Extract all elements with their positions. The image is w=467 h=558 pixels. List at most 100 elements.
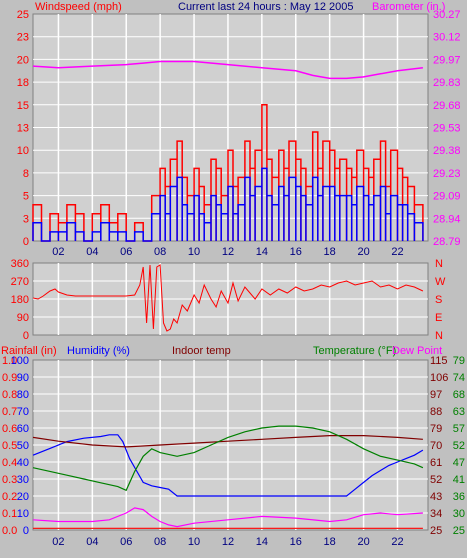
wind-panel-y-axis-right: 28.79 28.94 29.09 29.23 29.38 29.53 29.68 29.83… bbox=[433, 9, 461, 248]
hour-tick-label: 20 bbox=[357, 536, 369, 548]
rainfall-tick-label: 1.0 bbox=[2, 355, 17, 367]
humidity-tick-label: 50 bbox=[17, 440, 29, 452]
hour-tick-label: 14 bbox=[256, 246, 268, 258]
temperature-tick-label: 36 bbox=[453, 491, 465, 503]
humidity-tick-label: 0 bbox=[23, 525, 29, 537]
hour-tick-label: 04 bbox=[86, 536, 98, 548]
barometer-tick-label: 29.97 bbox=[433, 54, 461, 66]
compass-direction-label: N bbox=[435, 330, 443, 342]
compass-direction-label: W bbox=[435, 276, 446, 288]
direction-panel-grid bbox=[33, 263, 428, 335]
windspeed-tick-label: 20 bbox=[17, 54, 29, 66]
windspeed-tick-label: 25 bbox=[17, 9, 29, 21]
hour-tick-label: 06 bbox=[120, 246, 132, 258]
indoor-temp-axis-title: Indoor temp bbox=[172, 345, 231, 357]
compass-direction-label: N bbox=[435, 258, 443, 270]
temp-panel-grid bbox=[33, 360, 428, 530]
indoor-temp-tick-label: 88 bbox=[430, 406, 442, 418]
hour-tick-label: 04 bbox=[86, 246, 98, 258]
direction-degree-label: 360 bbox=[11, 258, 29, 270]
hour-tick-label: 08 bbox=[154, 536, 166, 548]
humidity-tick-label: 60 bbox=[17, 423, 29, 435]
series-humidity- bbox=[32, 434, 424, 497]
barometer-tick-label: 30.12 bbox=[433, 32, 461, 44]
windspeed-tick-label: 8 bbox=[23, 168, 29, 180]
humidity-tick-label: 100 bbox=[11, 355, 29, 367]
hour-tick-label: 12 bbox=[222, 536, 234, 548]
rainfall-tick-label: 0.5 bbox=[2, 440, 17, 452]
indoor-temp-tick-label: 34 bbox=[430, 508, 442, 520]
hour-tick-label: 02 bbox=[52, 536, 64, 548]
temperature-tick-label: 47 bbox=[453, 457, 465, 469]
indoor-temp-tick-label: 115 bbox=[430, 355, 448, 367]
indoor-temp-tick-label: 61 bbox=[430, 457, 442, 469]
temperature-tick-label: 52 bbox=[453, 440, 465, 452]
humidity-axis-title: Humidity (%) bbox=[67, 345, 130, 357]
temperature-tick-label: 79 bbox=[453, 355, 465, 367]
windspeed-tick-label: 13 bbox=[17, 123, 29, 135]
wind-panel-series bbox=[32, 60, 424, 242]
temperature-tick-label: 68 bbox=[453, 389, 465, 401]
barometer-series bbox=[32, 60, 423, 80]
rainfall-axis-title: Rainfall (in) bbox=[1, 345, 57, 357]
average-wind-series bbox=[32, 167, 424, 242]
temperature-tick-label: 74 bbox=[453, 372, 465, 384]
barometer-tick-label: 29.83 bbox=[433, 77, 461, 89]
hour-tick-label: 08 bbox=[154, 246, 166, 258]
indoor-temp-tick-label: 70 bbox=[430, 440, 442, 452]
windspeed-tick-label: 0 bbox=[23, 236, 29, 248]
rainfall-tick-label: 0.3 bbox=[2, 474, 17, 486]
temperature-tick-label: 63 bbox=[453, 406, 465, 418]
humidity-tick-label: 70 bbox=[17, 406, 29, 418]
hour-tick-label: 16 bbox=[290, 536, 302, 548]
temperature-tick-label: 25 bbox=[453, 525, 465, 537]
windspeed-tick-label: 10 bbox=[17, 145, 29, 157]
rainfall-tick-label: 0.1 bbox=[2, 508, 17, 520]
rainfall-tick-label: 0.0 bbox=[2, 525, 17, 537]
hour-tick-label: 12 bbox=[222, 246, 234, 258]
barometer-tick-label: 28.94 bbox=[433, 213, 461, 225]
hour-tick-label: 22 bbox=[391, 536, 403, 548]
hour-tick-label: 06 bbox=[120, 536, 132, 548]
windspeed-tick-label: 18 bbox=[17, 77, 29, 89]
dewpoint-axis-title: Dew Point bbox=[392, 345, 442, 357]
hour-tick-label: 02 bbox=[52, 246, 64, 258]
hour-tick-label: 20 bbox=[357, 246, 369, 258]
rainfall-tick-label: 0.6 bbox=[2, 423, 17, 435]
indoor-temp-tick-label: 97 bbox=[430, 389, 442, 401]
indoor-temp-tick-label: 106 bbox=[430, 372, 448, 384]
rainfall-tick-label: 0.8 bbox=[2, 389, 17, 401]
chart-date-title: Current last 24 hours : May 12 2005 bbox=[178, 1, 353, 13]
indoor-temp-tick-label: 79 bbox=[430, 423, 442, 435]
temp-panel-y-axes: 0.0 0.1 0.2 0.3 0.4 0.5 0.6 0.7 0.8 0.9 1.0 0 10 20 30… bbox=[2, 355, 465, 537]
wind-panel-y-axis-left: 0 3 5 8 10 13 15 18 20 23 25 bbox=[17, 9, 29, 248]
hour-tick-label: 18 bbox=[324, 246, 336, 258]
hour-tick-label: 10 bbox=[188, 246, 200, 258]
temperature-axis-title: Temperature (°F) bbox=[313, 345, 396, 357]
humidity-tick-label: 40 bbox=[17, 457, 29, 469]
hour-tick-label: 16 bbox=[290, 246, 302, 258]
barometer-tick-label: 29.09 bbox=[433, 191, 461, 203]
direction-degree-label: 180 bbox=[11, 294, 29, 306]
humidity-tick-label: 20 bbox=[17, 491, 29, 503]
indoor-temp-tick-label: 52 bbox=[430, 474, 442, 486]
humidity-tick-label: 10 bbox=[17, 508, 29, 520]
temp-panel-series bbox=[32, 425, 424, 529]
direction-degree-label: 0 bbox=[23, 330, 29, 342]
humidity-tick-label: 80 bbox=[17, 389, 29, 401]
rainfall-tick-label: 0.2 bbox=[2, 491, 17, 503]
barometer-tick-label: 29.23 bbox=[433, 168, 461, 180]
windspeed-tick-label: 5 bbox=[23, 191, 29, 203]
windspeed-tick-label: 15 bbox=[17, 100, 29, 112]
hour-tick-label: 18 bbox=[324, 536, 336, 548]
barometer-tick-label: 29.38 bbox=[433, 145, 461, 157]
wind-panel-x-axis: 02 04 06 08 10 12 14 16 18 20 22 bbox=[52, 246, 403, 258]
direction-degree-label: 270 bbox=[11, 276, 29, 288]
wind-direction-series bbox=[32, 264, 424, 332]
barometer-tick-label: 30.27 bbox=[433, 9, 461, 21]
barometer-tick-label: 29.53 bbox=[433, 123, 461, 135]
windspeed-axis-title: Windspeed (mph) bbox=[35, 1, 122, 13]
series-dew-point bbox=[32, 507, 423, 528]
compass-direction-label: S bbox=[435, 294, 442, 306]
